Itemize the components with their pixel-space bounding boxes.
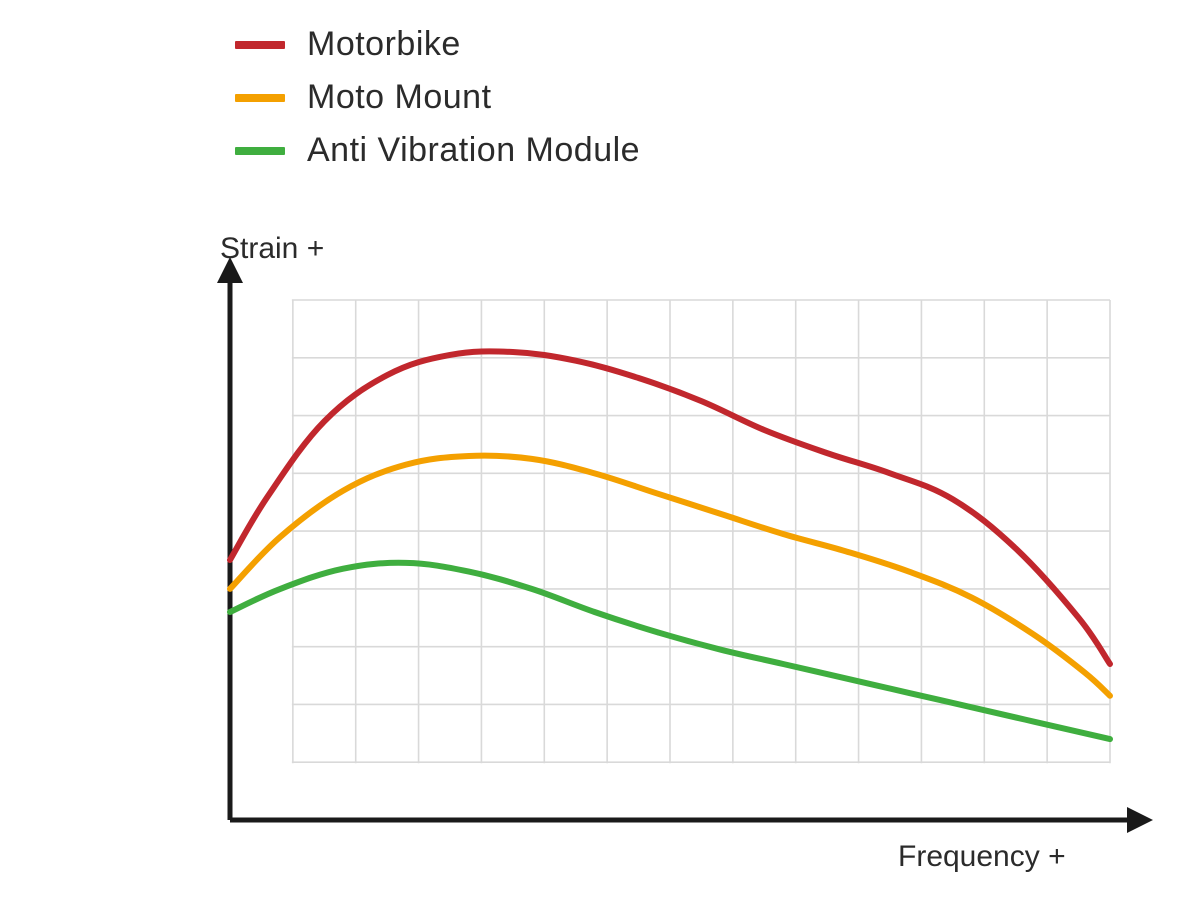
- chart-grid: [292, 300, 1110, 763]
- chart-container: Motorbike Moto Mount Anti Vibration Modu…: [0, 0, 1200, 900]
- line-chart: [0, 0, 1200, 900]
